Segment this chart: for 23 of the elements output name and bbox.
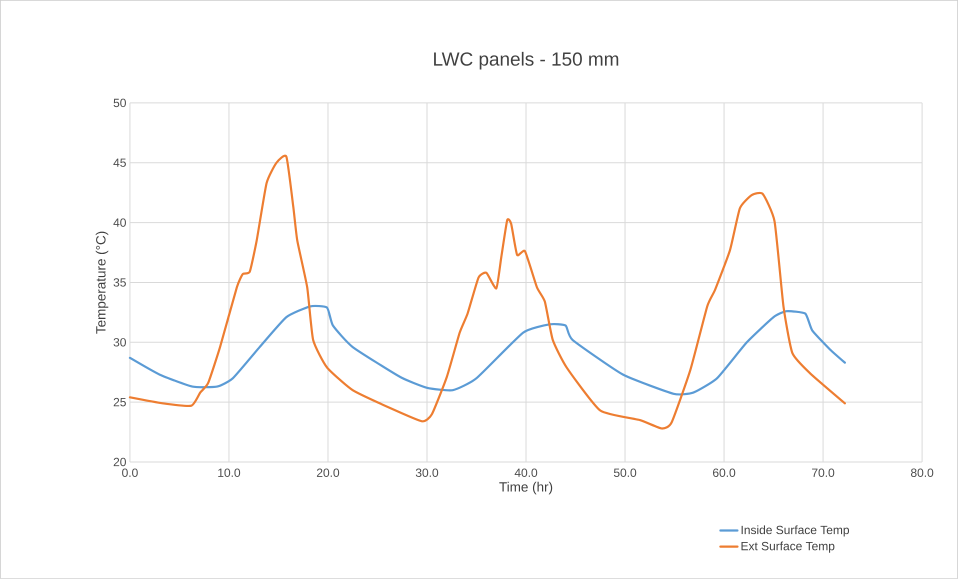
y-tick-label: 45 <box>113 158 126 167</box>
x-tick-label: 60.0 <box>713 468 736 477</box>
x-tick-label: 50.0 <box>614 468 636 477</box>
line-series <box>128 156 846 430</box>
y-tick-label: 20 <box>114 458 126 466</box>
y-tick-label: 35 <box>114 278 126 287</box>
chart-title: LWC panels - 150 mm <box>434 52 618 70</box>
x-tick-label: 40.0 <box>514 468 538 477</box>
legend-label: Ext Surface Temp <box>742 542 834 553</box>
y-tick-label: 40 <box>113 218 126 227</box>
y-axis-title: Temperature (°C) <box>96 232 108 334</box>
x-tick-label: 20.0 <box>316 468 340 477</box>
x-tick-label: 30.0 <box>416 468 438 477</box>
legend-label: Inside Surface Temp <box>742 525 850 537</box>
y-tick-label: 50 <box>114 98 126 108</box>
x-tick-label: 10.0 <box>218 468 240 477</box>
x-tick-label: 0.0 <box>122 468 138 477</box>
x-tick-label: 70.0 <box>812 468 834 477</box>
line-series <box>128 304 846 396</box>
x-tick-label: 80.0 <box>910 468 934 477</box>
x-axis-title: Time (hr) <box>499 482 552 494</box>
y-tick-label: 25 <box>114 398 126 406</box>
y-tick-label: 30 <box>114 338 126 347</box>
